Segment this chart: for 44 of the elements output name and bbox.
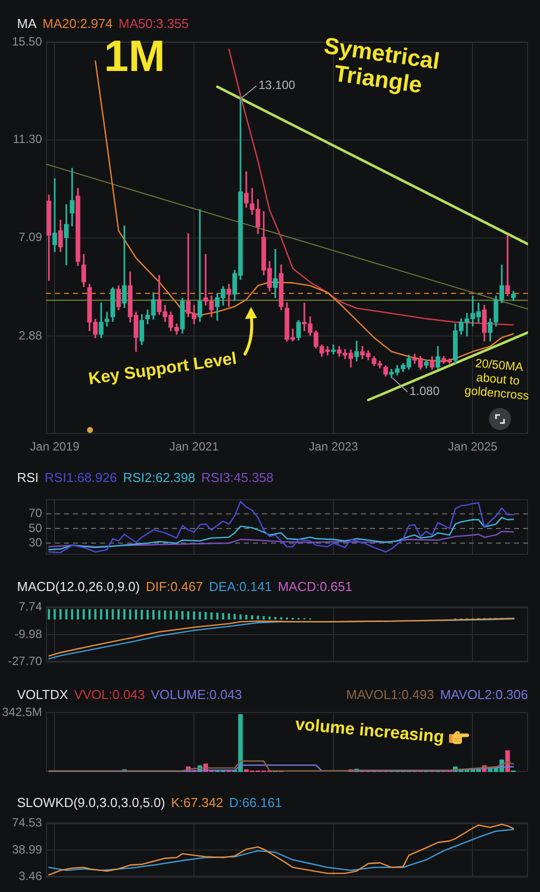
chart-title: MA <box>17 16 36 32</box>
text: MAVOL1:0.493 <box>346 687 434 703</box>
x-tick-label: Jan 2025 <box>448 440 498 454</box>
text: MA20:2.974 <box>42 16 113 32</box>
y-tick-label: -27.70 <box>8 654 42 668</box>
chart-title: RSI <box>17 470 39 486</box>
text: DEA:0.141 <box>208 579 272 595</box>
text: D:66.161 <box>229 795 282 811</box>
annotation: 1M <box>104 32 166 81</box>
x-tick-label: Jan 2019 <box>30 440 80 454</box>
x-tick-label: Jan 2023 <box>308 440 358 454</box>
text: VOLUME:0.043 <box>150 687 242 703</box>
y-tick-label: 7.74 <box>18 600 42 614</box>
y-tick-label: 38.99 <box>12 842 42 856</box>
text: 342.5M <box>2 705 42 719</box>
text: DIF:0.467 <box>146 579 203 595</box>
y-tick-label: 7.09 <box>18 230 42 244</box>
y-tick-label: 2.88 <box>18 328 42 342</box>
text: VVOL:0.043 <box>74 687 145 703</box>
text: RSI2:62.398 <box>122 470 196 486</box>
y-tick-label: 50 <box>28 520 42 535</box>
text: MAVOL2:0.306 <box>440 687 528 703</box>
annotation: Key Support Level <box>87 348 238 390</box>
y-tick-label: -9.98 <box>14 626 42 641</box>
text: MACD:0.651 <box>278 579 352 595</box>
annotation: 1.080 <box>409 384 440 398</box>
text: MA50:3.355 <box>118 16 189 32</box>
annotation: Symetrical Triangle <box>321 31 442 100</box>
annotation: 13.100 <box>258 78 296 92</box>
text: RSI3:45.358 <box>201 470 274 486</box>
y-tick-label: 15.50 <box>12 34 42 48</box>
y-tick-label: 11.30 <box>12 132 42 146</box>
y-tick-label: 30 <box>28 535 42 550</box>
chart-title: SLOWKD(9.0,3.0,3.0,5.0) <box>17 795 166 811</box>
chart-title: VOLTDX <box>17 687 68 703</box>
annotation: volume increasing <box>294 714 445 748</box>
annotation: 20/50MA about to goldencross <box>462 354 531 404</box>
y-tick-label: 3.46 <box>18 869 42 884</box>
y-tick-label: 70 <box>28 506 42 520</box>
chart-title: MACD(12.0,26.0,9.0) <box>17 579 140 595</box>
x-tick-label: Jan 2021 <box>169 440 220 454</box>
text: K:67.342 <box>171 795 224 811</box>
text: RSI1:68.926 <box>44 470 117 486</box>
y-tick-label: 74.53 <box>12 816 42 830</box>
